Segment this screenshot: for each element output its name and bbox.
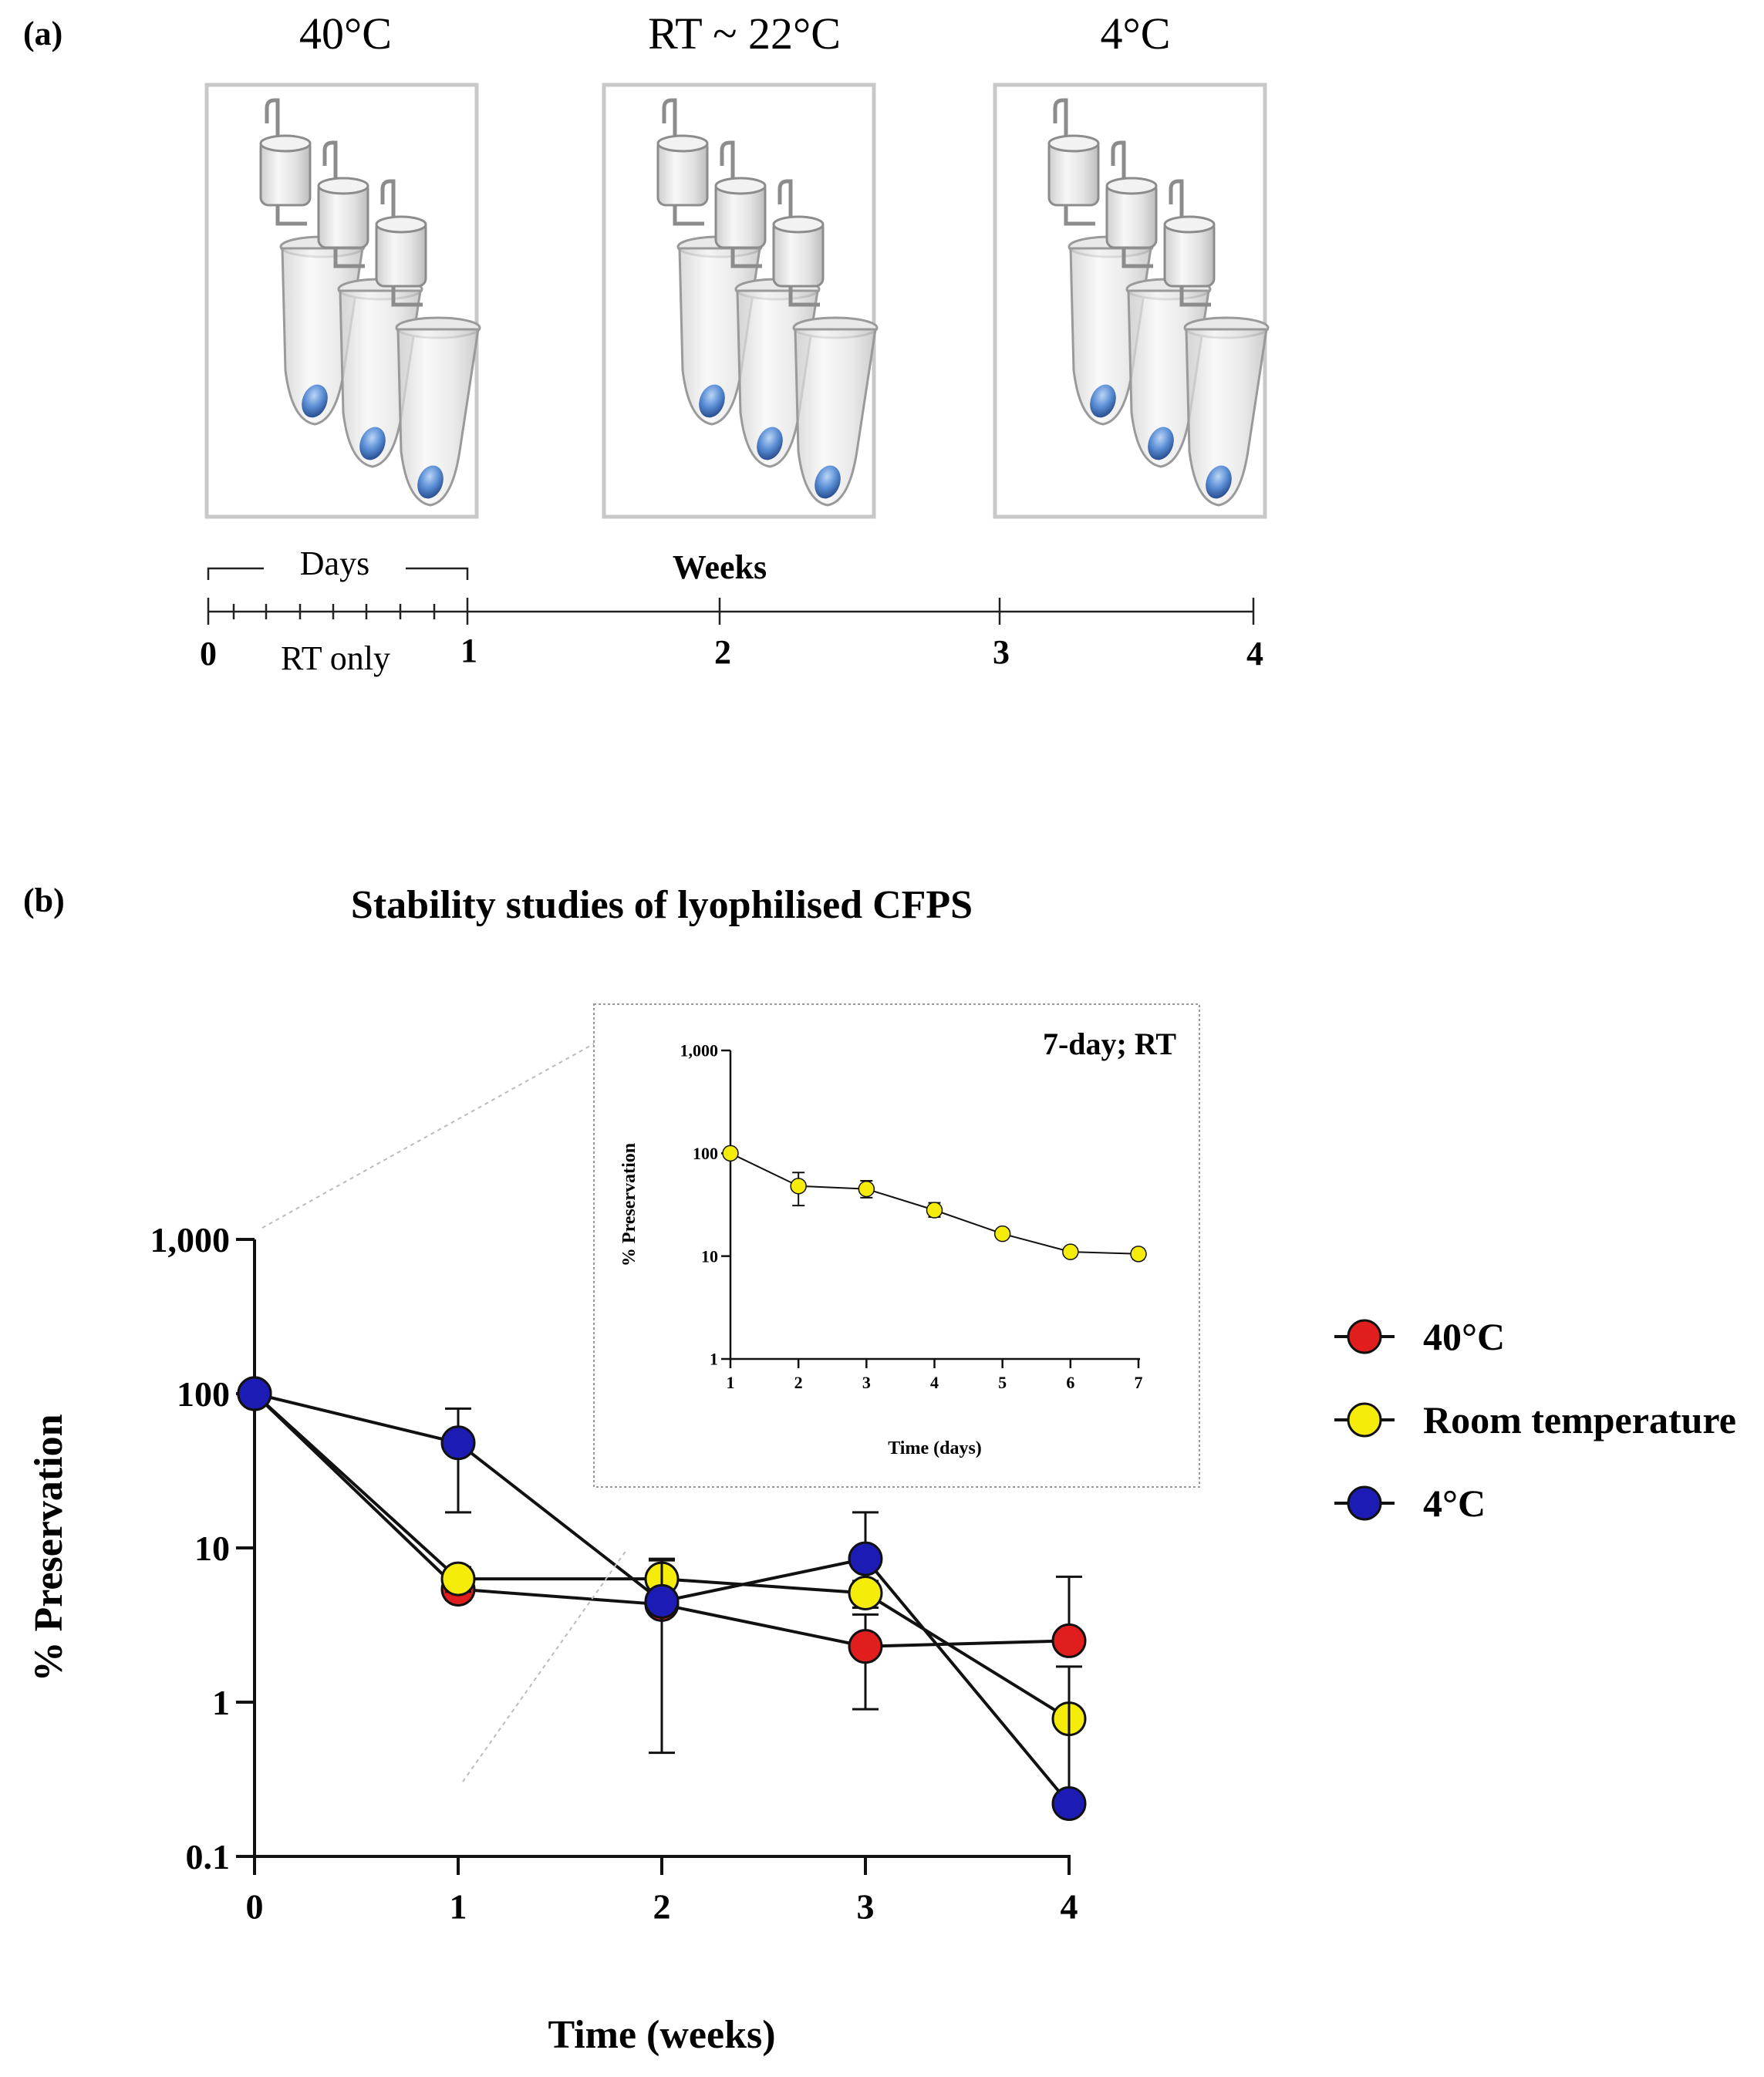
main-chart-title: Stability studies of lyophilised CFPS bbox=[351, 883, 973, 927]
timeline-tick-label-0: 0 bbox=[200, 635, 217, 673]
weeks-label: Weeks bbox=[673, 548, 767, 586]
x-tick-label: 3 bbox=[862, 1373, 871, 1392]
legend-item: 40°C bbox=[1334, 1315, 1505, 1358]
inset-chart: 7-day; RT 1 10 100 1,000 1 2 3 4 5 6 7 % Preserva… bbox=[593, 1003, 1200, 1488]
legend-item: Room temperature bbox=[1334, 1398, 1736, 1441]
inset-x-ticks: 1 2 3 4 5 6 7 bbox=[727, 1359, 1143, 1392]
legend-label: 40°C bbox=[1423, 1315, 1505, 1358]
x-tick-label: 7 bbox=[1135, 1373, 1143, 1392]
x-tick-label: 5 bbox=[998, 1373, 1007, 1392]
inset-y-ticks: 1 10 100 1,000 bbox=[680, 1041, 730, 1369]
tube-icon bbox=[1163, 179, 1270, 507]
tube-icon bbox=[772, 179, 879, 507]
x-tick-label: 2 bbox=[794, 1373, 803, 1392]
data-point bbox=[993, 1225, 1011, 1242]
panel-b-label: (b) bbox=[23, 882, 65, 919]
y-tick-label: 1,000 bbox=[680, 1041, 719, 1060]
legend-marker bbox=[1347, 1402, 1382, 1438]
y-tick-label: 100 bbox=[693, 1144, 718, 1163]
days-bracket-left bbox=[207, 567, 264, 580]
inset-title: 7-day; RT bbox=[1043, 1027, 1176, 1061]
condition-label-40c: 40°C bbox=[299, 8, 392, 59]
tube-icon bbox=[375, 179, 481, 507]
timeline-tick-label-2: 2 bbox=[714, 633, 731, 671]
pellet-icon bbox=[1148, 427, 1174, 460]
pellet-icon bbox=[1090, 384, 1116, 418]
x-tick-label: 0 bbox=[246, 1887, 264, 1927]
pellet-icon bbox=[302, 384, 328, 418]
pellet-icon bbox=[1206, 465, 1232, 499]
pellet-icon bbox=[815, 465, 841, 499]
condition-label-rt: RT ~ 22°C bbox=[648, 8, 841, 59]
x-tick-label: 4 bbox=[930, 1373, 939, 1392]
legend-marker bbox=[1347, 1485, 1382, 1521]
y-tick-label: 1 bbox=[710, 1350, 718, 1369]
legend-marker bbox=[1347, 1319, 1382, 1354]
y-tick-label: 10 bbox=[194, 1529, 230, 1568]
timeline-tick-label-4: 4 bbox=[1246, 635, 1263, 673]
data-point bbox=[237, 1376, 272, 1411]
pellet-icon bbox=[757, 427, 783, 460]
legend-label: Room temperature bbox=[1423, 1398, 1736, 1441]
main-series-group bbox=[237, 1376, 1087, 1822]
x-tick-label: 1 bbox=[450, 1887, 467, 1927]
data-point bbox=[926, 1202, 943, 1219]
data-point bbox=[1130, 1246, 1147, 1263]
condition-label-4c: 4°C bbox=[1101, 8, 1171, 59]
data-point bbox=[722, 1145, 739, 1162]
data-point bbox=[848, 1629, 883, 1664]
inset-frame bbox=[593, 1003, 1200, 1488]
x-tick-label: 3 bbox=[857, 1887, 875, 1927]
inset-x-axis-label: Time (days) bbox=[888, 1438, 982, 1458]
x-tick-label: 4 bbox=[1061, 1887, 1078, 1927]
data-point bbox=[848, 1575, 883, 1610]
data-point bbox=[644, 1583, 680, 1619]
inset-y-axis-label: % Preservation bbox=[619, 1143, 639, 1266]
series-4-c bbox=[237, 1376, 1087, 1822]
y-tick-label: 100 bbox=[177, 1374, 230, 1414]
y-tick-label: 0.1 bbox=[186, 1837, 231, 1876]
data-point bbox=[1051, 1786, 1087, 1822]
zoom-guide-line bbox=[462, 1549, 627, 1782]
timeline-tick-label-1: 1 bbox=[460, 632, 477, 669]
zoom-guide-line bbox=[261, 1025, 627, 1229]
days-label: Days bbox=[300, 545, 369, 582]
series-room-temperature bbox=[722, 1145, 1147, 1263]
data-point bbox=[848, 1541, 883, 1576]
y-tick-label: 10 bbox=[701, 1246, 718, 1266]
legend: 40°C Room temperature 4°C bbox=[1334, 1315, 1736, 1525]
main-y-axis-label: % Preservation bbox=[27, 1414, 71, 1681]
pellet-icon bbox=[699, 384, 725, 418]
data-point bbox=[790, 1178, 807, 1195]
y-tick-label: 1 bbox=[212, 1683, 230, 1722]
legend-item: 4°C bbox=[1334, 1482, 1486, 1525]
main-x-ticks: 0 1 2 3 4 bbox=[246, 1856, 1078, 1927]
y-tick-label: 1,000 bbox=[150, 1220, 231, 1259]
data-point bbox=[440, 1561, 476, 1597]
main-x-axis-label: Time (weeks) bbox=[548, 2013, 775, 2057]
timeline: Days Weeks RT only 0 1 2 3 4 bbox=[200, 545, 1263, 677]
x-tick-label: 2 bbox=[653, 1887, 671, 1927]
pellet-icon bbox=[417, 465, 444, 499]
data-point bbox=[1051, 1623, 1087, 1658]
main-chart: 0.1 1 10 100 1,000 0 1 2 3 4 % Preservation Time… bbox=[27, 1220, 1087, 2057]
panel-a-label: (a) bbox=[23, 15, 62, 52]
timeline-tick-label-3: 3 bbox=[993, 633, 1010, 671]
x-tick-label: 1 bbox=[727, 1373, 735, 1392]
x-tick-label: 6 bbox=[1066, 1373, 1074, 1392]
days-bracket-right bbox=[406, 567, 469, 580]
rt-only-label: RT only bbox=[281, 639, 390, 677]
legend-label: 4°C bbox=[1423, 1482, 1486, 1525]
tube-box-rt bbox=[602, 83, 879, 519]
data-point bbox=[858, 1180, 875, 1198]
tube-box-4c bbox=[993, 83, 1270, 519]
main-y-ticks: 0.1 1 10 100 1,000 bbox=[150, 1220, 255, 1876]
data-point bbox=[440, 1425, 476, 1461]
inset-series-group bbox=[722, 1145, 1147, 1263]
tube-box-40c bbox=[204, 83, 481, 519]
data-point bbox=[1062, 1243, 1079, 1260]
pellet-icon bbox=[359, 427, 386, 460]
